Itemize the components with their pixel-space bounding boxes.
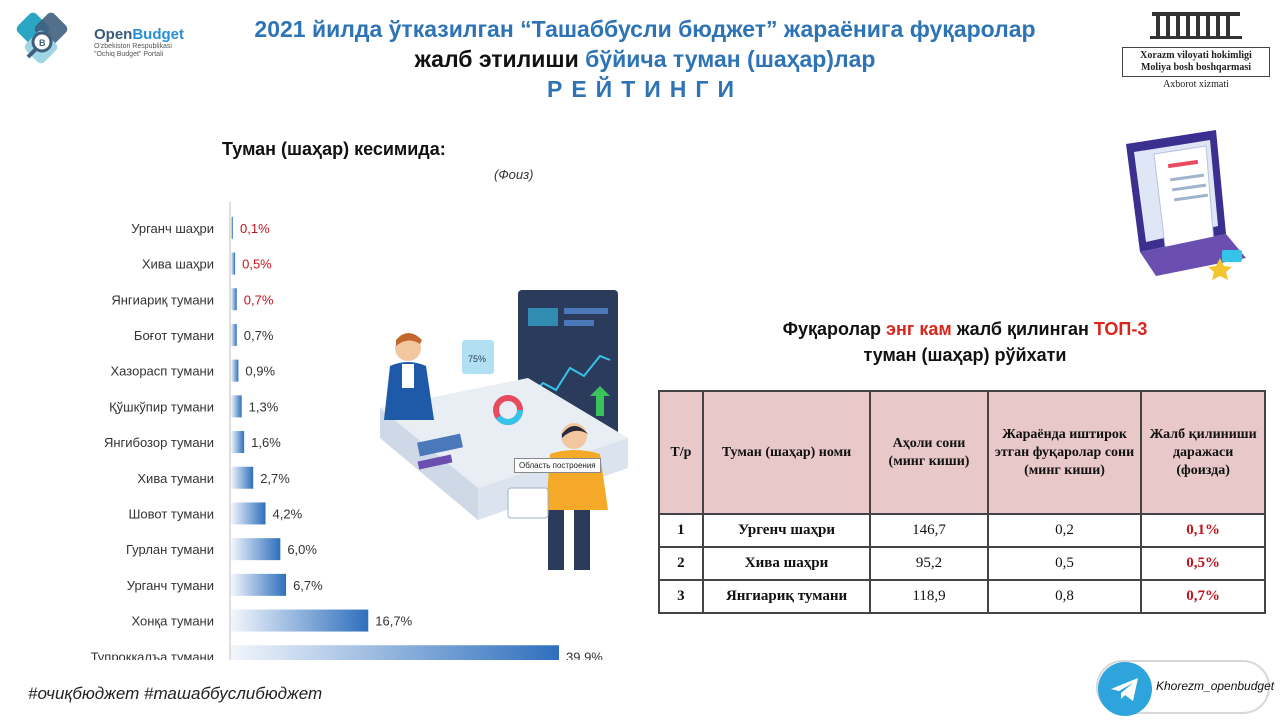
gov-line-3: Axborot xizmati <box>1163 79 1229 90</box>
telegram-channel-link[interactable]: Khorezm_openbudget <box>1096 660 1274 716</box>
cell-number: 1 <box>658 513 704 548</box>
page-title: 2021 йилда ўтказилган “Ташаббусли бюджет… <box>190 14 1100 104</box>
header-population: Аҳоли сони (минг киши) <box>869 390 989 515</box>
gov-line-1: Xorazm viloyati hokimligi <box>1140 50 1252 61</box>
cell-participants: 0,5 <box>986 546 1143 581</box>
chart-unit: (Фоиз) <box>494 167 534 182</box>
data-label: 4,2% <box>273 506 303 521</box>
cell-number: 2 <box>658 546 704 581</box>
table-header-row: Т/р Туман (шаҳар) номи Аҳоли сони (минг … <box>658 390 1266 515</box>
bar <box>231 288 237 311</box>
title-line-2-a: жалб этилиши <box>414 46 586 72</box>
bar <box>231 609 369 632</box>
top3-title-a: Фуқаролар <box>782 319 887 339</box>
top3-title-d: ТОП-3 <box>1093 319 1148 339</box>
title-line-2-b: бўйича туман (шаҳар)лар <box>585 46 876 72</box>
bar <box>231 538 281 561</box>
cell-population: 95,2 <box>869 546 989 581</box>
cell-rate: 0,5% <box>1140 546 1266 581</box>
logo-brand-budget: Budget <box>132 26 185 43</box>
bar <box>231 573 287 596</box>
chart-title: Туман (шаҳар) кесимида: <box>222 139 446 159</box>
bar <box>231 252 236 275</box>
hashtags: #очиқбюджет #ташаббуслибюджет <box>28 684 323 703</box>
data-label: 2,7% <box>260 471 290 486</box>
category-label: Тупроққалъа тумани <box>91 649 214 660</box>
bar <box>231 466 254 489</box>
laptop-report-illustration <box>1126 130 1246 280</box>
data-label: 0,9% <box>245 364 275 379</box>
cell-participants: 0,8 <box>986 579 1143 614</box>
gov-line-2: Moliya bosh boshqarmasi <box>1140 62 1252 73</box>
bar <box>231 431 245 454</box>
category-label: Хива тумани <box>137 471 214 486</box>
government-building-icon <box>1150 12 1242 39</box>
cell-rate: 0,1% <box>1140 513 1266 548</box>
category-label: Гурлан тумани <box>126 542 214 557</box>
data-label: 16,7% <box>375 614 412 629</box>
bar <box>231 216 233 239</box>
government-emblem: Xorazm viloyati hokimligi Moliya bosh bo… <box>1122 10 1270 90</box>
logo-subtitle: O'zbekiston Respublikasi "Ochiq Budget" … <box>94 43 172 58</box>
data-label: 6,0% <box>287 542 317 557</box>
cell-district: Ургенч шаҳри <box>701 513 872 548</box>
top3-title: Фуқаролар энг кам жалб қилинган ТОП-3 ту… <box>660 316 1270 368</box>
category-label: Янгиариқ тумани <box>111 292 214 307</box>
top3-title-line-2: туман (шаҳар) рўйхати <box>863 345 1067 365</box>
svg-text:B: B <box>39 38 46 48</box>
category-label: Боғот тумани <box>134 328 214 343</box>
data-label: 0,5% <box>242 257 272 272</box>
bar <box>231 502 266 525</box>
header-number: Т/р <box>658 390 704 515</box>
cell-population: 118,9 <box>869 579 989 614</box>
bar <box>231 645 559 660</box>
table-row: 2 Хива шаҳри 95,2 0,5 0,5% <box>658 546 1266 581</box>
category-label: Хонқа тумани <box>131 614 214 629</box>
category-label: Янгибозор тумани <box>104 435 214 450</box>
cell-number: 3 <box>658 579 704 614</box>
data-label: 0,7% <box>244 328 274 343</box>
header-engagement-rate: Жалб қилиниши даражаси (фоизда) <box>1140 390 1266 515</box>
screen-badge: 75% <box>468 354 486 364</box>
data-label: 0,7% <box>244 292 274 307</box>
top3-table: Т/р Туман (шаҳар) номи Аҳоли сони (минг … <box>658 390 1266 614</box>
top3-title-c: жалб қилинган <box>951 319 1094 339</box>
office-workers-illustration: 75% <box>380 290 628 570</box>
data-label: 1,6% <box>251 435 281 450</box>
data-label: 6,7% <box>293 578 323 593</box>
bar-chart: Урганч шаҳри 0,1% Хива шаҳри 0,5% Янгиариқ т… <box>91 202 603 660</box>
category-label: Қўшкўпир тумани <box>109 399 214 414</box>
telegram-handle: Khorezm_openbudget <box>1156 679 1275 693</box>
table-row: 3 Янгиариқ тумани 118,9 0,8 0,7% <box>658 579 1266 614</box>
category-label: Хазорасп тумани <box>111 364 214 379</box>
category-label: Хива шаҳри <box>142 257 214 272</box>
table-row: 1 Ургенч шаҳри 146,7 0,2 0,1% <box>658 513 1266 548</box>
category-label: Шовот тумани <box>129 506 214 521</box>
category-label: Урганч тумани <box>127 578 214 593</box>
header-district-name: Туман (шаҳар) номи <box>701 390 872 515</box>
openbudget-logo-icon: B <box>16 12 68 64</box>
category-label: Урганч шаҳри <box>131 221 214 236</box>
title-line-2: жалб этилиши бўйича туман (шаҳар)лар <box>190 44 1100 74</box>
cell-participants: 0,2 <box>986 513 1143 548</box>
bar <box>231 395 242 418</box>
telegram-icon <box>1098 662 1152 716</box>
data-label: 39,9% <box>566 649 603 660</box>
title-line-1: 2021 йилда ўтказилган “Ташаббусли бюджет… <box>254 16 1036 42</box>
bar <box>231 323 237 346</box>
logo-brand-open: Open <box>94 26 133 43</box>
cell-district: Янгиариқ тумани <box>701 579 872 614</box>
data-label: 1,3% <box>249 399 279 414</box>
openbudget-logo: B OpenBudget O'zbekiston Respublikasi "O… <box>14 10 184 68</box>
chart-area-tooltip: Область построения <box>514 458 601 473</box>
header-participants: Жараёнда иштирок этган фуқаролар сони (м… <box>986 390 1143 515</box>
cell-district: Хива шаҳри <box>701 546 872 581</box>
top3-title-b: энг кам <box>886 319 952 339</box>
data-label: 0,1% <box>240 221 270 236</box>
bar <box>231 359 239 382</box>
cell-population: 146,7 <box>869 513 989 548</box>
title-line-3: РЕЙТИНГИ <box>547 76 743 102</box>
cell-rate: 0,7% <box>1140 579 1266 614</box>
